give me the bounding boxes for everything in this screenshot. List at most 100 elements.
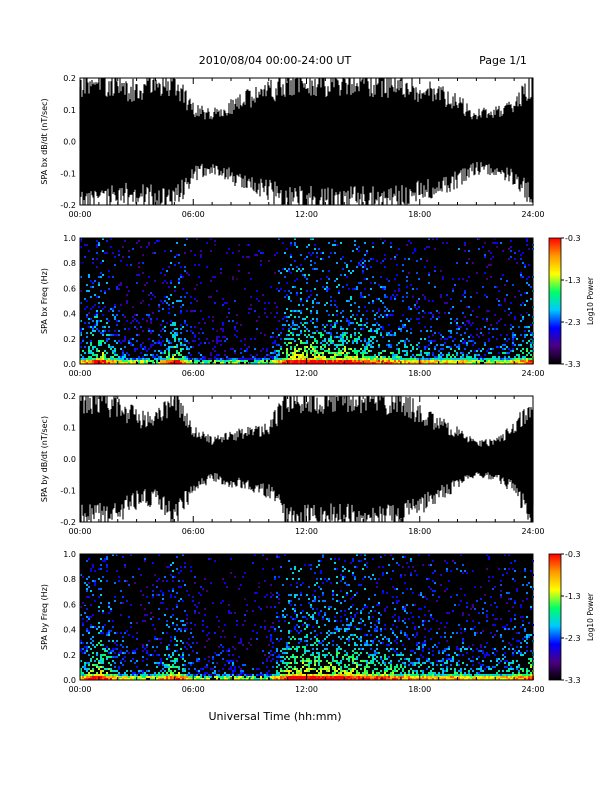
spectrogram-cell [106,352,108,354]
spectrogram-cell [326,676,328,678]
spectrogram-cell [358,246,360,248]
spectrogram-cell [150,654,152,656]
spectrogram-cell [204,322,206,324]
spectrogram-cell [108,676,110,678]
spectrogram-cell [378,328,380,330]
spectrogram-cell [352,574,354,576]
spectrogram-cell [520,294,522,296]
spectrogram-cell [458,346,460,348]
spectrogram-cell [342,334,344,336]
spectrogram-cell [142,254,144,256]
spectrogram-cell [416,318,418,320]
spectrogram-cell [114,354,116,356]
y-tick-label: 0.0 [63,138,76,147]
spectrogram-cell [454,338,456,340]
spectrogram-cell [324,654,326,656]
spectrogram-cell [184,296,186,298]
spectrogram-cell [108,652,110,654]
spectrogram-cell [310,674,312,676]
spectrogram-cell [166,646,168,648]
spectrogram-cell [306,256,308,258]
spectrogram-cell [284,676,286,678]
spectrogram-cell [178,586,180,588]
spectrogram-cell [302,582,304,584]
spectrogram-cell [256,360,258,362]
spectrogram-cell [198,322,200,324]
spectrogram-cell [184,670,186,672]
spectrogram-cell [342,340,344,342]
spectrogram-cell [252,358,254,360]
spectrogram-cell [100,276,102,278]
spectrogram-cell [340,662,342,664]
spectrogram-cell [172,590,174,592]
spectrogram-cell [122,354,124,356]
spectrogram-cell [84,604,86,606]
spectrogram-cell [322,340,324,342]
spectrogram-cell [306,298,308,300]
spectrogram-cell [320,352,322,354]
spectrogram-cell [368,350,370,352]
spectrogram-cell [406,244,408,246]
spectrogram-cell [390,648,392,650]
spectrogram-cell [346,336,348,338]
spectrogram-cell [130,676,132,678]
spectrogram-cell [488,340,490,342]
spectrogram-cell [110,610,112,612]
spectrogram-cell [298,672,300,674]
spectrogram-cell [172,562,174,564]
spectrogram-cell [370,344,372,346]
spectrogram-cell [88,662,90,664]
spectrogram-cell [82,618,84,620]
spectrogram-cell [122,340,124,342]
spectrogram-cell [108,320,110,322]
spectrogram-cell [138,274,140,276]
spectrogram-cell [328,360,330,362]
spectrogram-cell [368,356,370,358]
spectrogram-cell [108,678,110,680]
spectrogram-cell [134,326,136,328]
spectrogram-cell [358,628,360,630]
spectrogram-cell [268,358,270,360]
spectrogram-cell [280,346,282,348]
spectrogram-cell [358,648,360,650]
spectrogram-cell [432,362,434,364]
spectrogram-cell [108,662,110,664]
spectrogram-cell [356,350,358,352]
spectrogram-cell [402,326,404,328]
spectrogram-cell [130,338,132,340]
spectrogram-cell [492,360,494,362]
spectrogram-cell [394,362,396,364]
spectrogram-cell [320,660,322,662]
spectrogram-cell [256,298,258,300]
spectrogram-cell [220,636,222,638]
spectrogram-cell [224,340,226,342]
spectrogram-cell [160,660,162,662]
spectrogram-cell [172,346,174,348]
spectrogram-cell [350,612,352,614]
spectrogram-cell [102,610,104,612]
spectrogram-cell [116,656,118,658]
spectrogram-cell [512,344,514,346]
spectrogram-cell [374,356,376,358]
spectrogram-cell [162,328,164,330]
spectrogram-cell [180,306,182,308]
spectrogram-cell [468,340,470,342]
spectrogram-cell [396,294,398,296]
spectrogram-cell [154,672,156,674]
spectrogram-cell [216,342,218,344]
spectrogram-cell [464,324,466,326]
spectrogram-cell [346,654,348,656]
spectrogram-cell [158,306,160,308]
spectrogram-cell [336,314,338,316]
spectrogram-cell [366,566,368,568]
spectrogram-cell [168,350,170,352]
spectrogram-cell [316,330,318,332]
spectrogram-cell [296,648,298,650]
spectrogram-cell [164,362,166,364]
spectrogram-cell [214,346,216,348]
spectrogram-cell [206,634,208,636]
spectrogram-cell [432,340,434,342]
spectrogram-cell [364,588,366,590]
spectrogram-cell [180,348,182,350]
spectrogram-cell [460,326,462,328]
